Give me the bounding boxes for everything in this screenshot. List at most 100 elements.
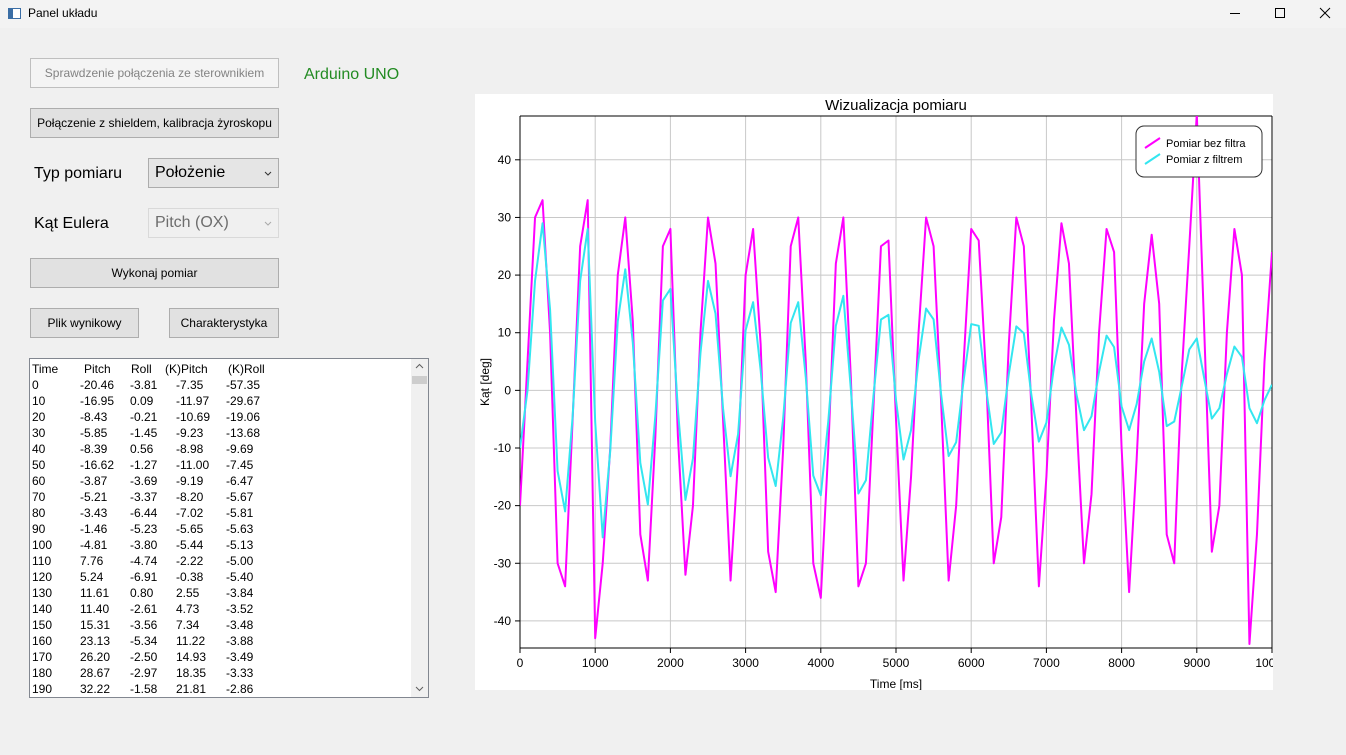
- table-cell: -9.19: [176, 474, 204, 488]
- table-cell: -57.35: [226, 378, 261, 392]
- table-cell: -6.44: [130, 506, 158, 520]
- combo-arrow: [264, 221, 272, 226]
- table-cell: 0.80: [130, 586, 154, 600]
- table-cell: 32.22: [80, 682, 111, 696]
- x-tick-label: 0: [517, 656, 524, 670]
- table-cell: -5.65: [176, 522, 204, 536]
- table-cell: -3.52: [226, 602, 254, 616]
- series-line: [520, 222, 1272, 539]
- table-cell: -8.98: [176, 442, 204, 456]
- table-cell: 150: [32, 618, 53, 632]
- table-cell: -3.33: [226, 666, 254, 680]
- table-cell: 130: [32, 586, 53, 600]
- measure-type-combo[interactable]: Położenie: [148, 158, 279, 188]
- table-cell: -2.22: [176, 554, 204, 568]
- table-cell: -3.69: [130, 474, 158, 488]
- table-cell: -1.58: [130, 682, 158, 696]
- chart-title: Wizualizacja pomiaru: [825, 97, 967, 114]
- table-cell: 110: [32, 554, 52, 568]
- table-cell: -5.00: [226, 554, 254, 568]
- table-cell: -3.49: [226, 650, 254, 664]
- table-cell: -3.43: [80, 506, 108, 520]
- legend-swatch: [1144, 153, 1161, 165]
- x-tick-label: 9000: [1183, 656, 1210, 670]
- x-tick-label: 8000: [1108, 656, 1135, 670]
- table-cell: -8.20: [176, 490, 204, 504]
- table-cell: 7.34: [176, 618, 200, 632]
- device-label: Arduino UNO: [304, 66, 400, 83]
- table-cell: Pitch: [84, 362, 111, 376]
- table-cell: -7.35: [176, 378, 204, 392]
- maximize[interactable]: [1275, 8, 1285, 18]
- results-list[interactable]: Time Pitch Roll (K)Pitch (K)Roll 0 -20.46 -3.81…: [29, 358, 429, 698]
- y-tick-label: 30: [498, 210, 512, 224]
- x-tick-label: 10000: [1255, 656, 1273, 670]
- series-line: [520, 116, 1272, 645]
- table-cell: 0: [32, 378, 39, 392]
- table-cell: 26.20: [80, 650, 111, 664]
- table-cell: -1.45: [130, 426, 158, 440]
- legend-label: Pomiar bez filtra: [1166, 138, 1246, 150]
- table-cell: 0.56: [130, 442, 154, 456]
- table-cell: 60: [32, 474, 46, 488]
- y-tick-label: 20: [498, 268, 512, 282]
- table-cell: -9.69: [226, 442, 254, 456]
- table-cell: -5.63: [226, 522, 254, 536]
- table-cell: Roll: [131, 362, 152, 376]
- table-cell: -5.67: [226, 490, 254, 504]
- table-cell: 11.61: [80, 586, 110, 600]
- x-tick-label: 1000: [582, 656, 609, 670]
- x-tick-label: 7000: [1033, 656, 1060, 670]
- table-cell: -16.62: [80, 458, 115, 472]
- table-cell: 21.81: [176, 682, 207, 696]
- title-bar: Panel układu: [0, 0, 1346, 28]
- table-cell: 20: [32, 410, 46, 424]
- table-cell: -5.13: [226, 538, 254, 552]
- table-cell: -5.40: [226, 570, 254, 584]
- table-cell: 170: [32, 650, 53, 664]
- table-cell: 40: [32, 442, 46, 456]
- y-tick-label: -40: [494, 614, 512, 628]
- table-cell: 50: [32, 458, 46, 472]
- table-cell: 5.24: [80, 570, 104, 584]
- table-cell: -3.37: [130, 490, 158, 504]
- table-cell: Time: [32, 362, 59, 376]
- table-cell: -2.86: [226, 682, 254, 696]
- close[interactable]: [1319, 7, 1331, 19]
- table-cell: 140: [32, 602, 53, 616]
- y-tick-label: -10: [494, 441, 512, 455]
- chart: Wizualizacja pomiaru Time [ms] Kąt [deg] -4…: [475, 94, 1273, 690]
- table-cell: 4.73: [176, 602, 200, 616]
- table-cell: 2.55: [176, 586, 200, 600]
- run-button[interactable]: Wykonaj pomiar: [30, 258, 279, 288]
- table-cell: -5.44: [176, 538, 204, 552]
- table-cell: 28.67: [80, 666, 111, 680]
- table-cell: 90: [32, 522, 46, 536]
- table-cell: -7.02: [176, 506, 204, 520]
- table-cell: (K)Pitch: [165, 362, 208, 376]
- scrollbar[interactable]: [411, 359, 428, 697]
- y-axis-label: Kąt [deg]: [478, 358, 492, 406]
- table-cell: -2.97: [130, 666, 158, 680]
- table-cell: -3.84: [226, 586, 254, 600]
- table-cell: -11.97: [176, 394, 210, 408]
- table-cell: -4.74: [130, 554, 158, 568]
- table-cell: -6.47: [226, 474, 254, 488]
- scrollbar-parts: [412, 363, 427, 692]
- connect-button[interactable]: Połączenie z shieldem, kalibracja żyrosk…: [30, 108, 279, 138]
- table-cell: -13.68: [226, 426, 261, 440]
- characteristic-button[interactable]: Charakterystyka: [169, 308, 279, 338]
- table-cell: -3.81: [130, 378, 158, 392]
- table-cell: 100: [32, 538, 53, 552]
- table-cell: -5.34: [130, 634, 158, 648]
- y-tick-label: -20: [494, 499, 512, 513]
- window-controls[interactable]: [1220, 0, 1346, 28]
- table-cell: -2.61: [130, 602, 158, 616]
- check-button[interactable]: Sprawdzenie połączenia ze sterownikiem: [30, 58, 279, 88]
- table-cell: 15.31: [80, 618, 111, 632]
- file-button[interactable]: Plik wynikowy: [30, 308, 139, 338]
- app-icon: [8, 8, 21, 19]
- y-tick-label: 10: [498, 326, 512, 340]
- legend-label: Pomiar z filtrem: [1166, 154, 1242, 166]
- euler-combo[interactable]: Pitch (OX): [148, 208, 279, 238]
